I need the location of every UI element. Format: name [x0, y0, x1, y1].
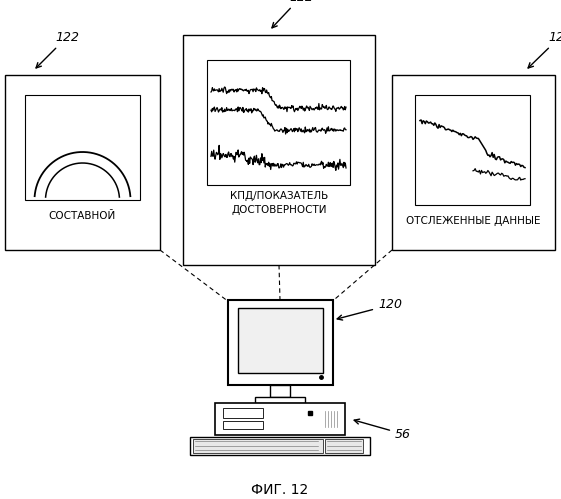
Bar: [238, 308, 323, 373]
Text: СОСТАВНОЙ: СОСТАВНОЙ: [49, 211, 116, 221]
Bar: [392, 75, 555, 250]
Bar: [183, 35, 375, 265]
Bar: [207, 60, 350, 185]
Text: 122: 122: [36, 30, 79, 68]
Bar: [223, 408, 263, 418]
Text: ОТСЛЕЖЕННЫЕ ДАННЫЕ: ОТСЛЕЖЕННЫЕ ДАННЫЕ: [406, 216, 541, 226]
Text: ФИГ. 12: ФИГ. 12: [251, 483, 309, 497]
Text: 122: 122: [272, 0, 313, 28]
Bar: [255, 397, 305, 403]
Bar: [193, 439, 323, 453]
Bar: [325, 439, 363, 453]
Text: 122: 122: [528, 30, 561, 68]
Bar: [5, 75, 160, 250]
Text: 56: 56: [354, 419, 411, 441]
Bar: [25, 95, 140, 200]
Bar: [223, 421, 263, 429]
Bar: [415, 95, 530, 205]
Bar: [190, 437, 370, 455]
Bar: [215, 403, 345, 435]
Bar: [270, 385, 290, 397]
Text: 120: 120: [337, 298, 402, 320]
Text: КПД/ПОКАЗАТЕЛЬ
ДОСТОВЕРНОСТИ: КПД/ПОКАЗАТЕЛЬ ДОСТОВЕРНОСТИ: [230, 192, 328, 215]
Bar: [228, 300, 333, 385]
